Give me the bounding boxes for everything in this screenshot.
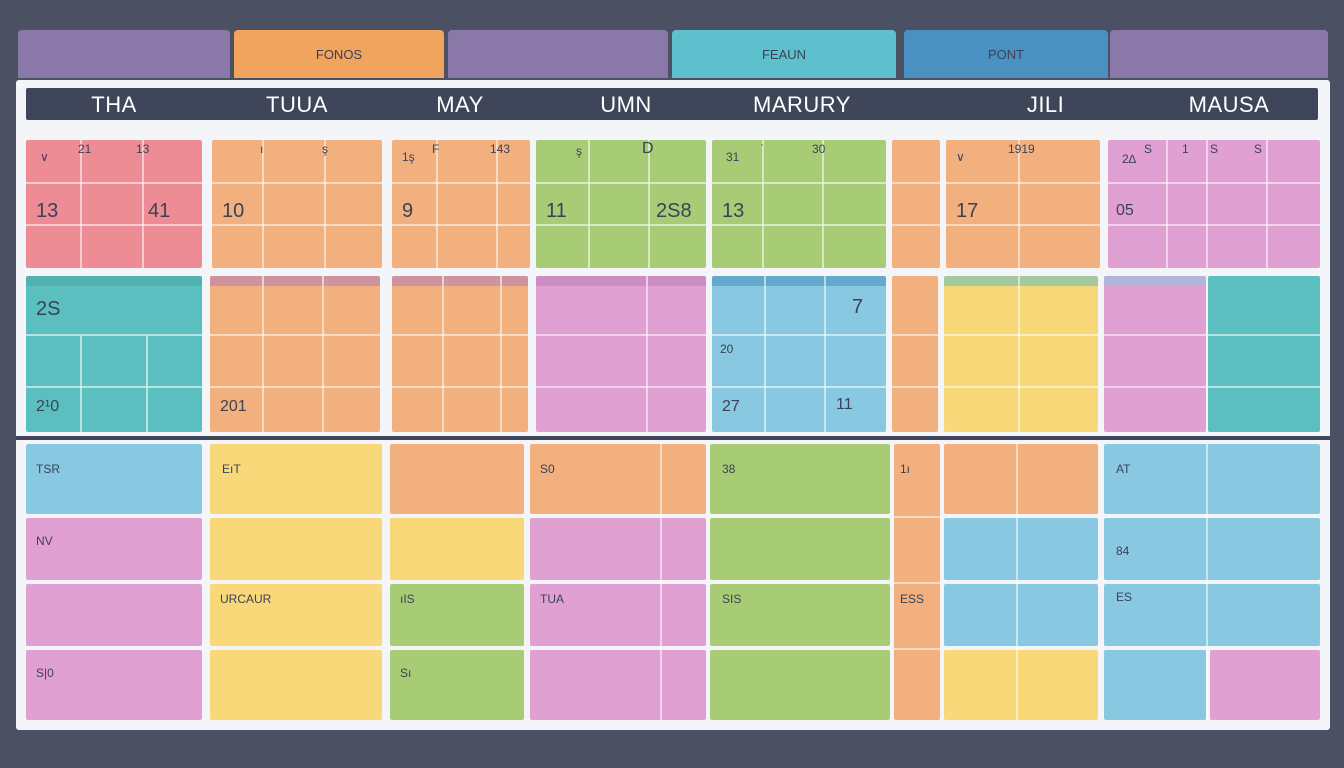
day-number: S: [1144, 142, 1153, 156]
calendar-block[interactable]: [892, 140, 940, 268]
day-number: 30: [812, 142, 826, 156]
day-number: ∨: [40, 150, 49, 164]
day-number: 13: [136, 142, 150, 156]
day-number: 7: [852, 296, 864, 318]
month-header: MAY: [436, 92, 484, 117]
month-header: TUUA: [266, 92, 328, 117]
day-number: S: [1254, 142, 1263, 156]
tab-feaun-label: FEAUN: [761, 46, 807, 62]
day-number: S: [1210, 142, 1219, 156]
calendar-block[interactable]: ş D 11 2S8: [536, 140, 706, 268]
tab-pont-label: PONT: [987, 46, 1025, 62]
calendar-block[interactable]: [892, 276, 938, 432]
day-number: 2S8: [656, 200, 692, 222]
event-label: ıIS: [400, 592, 415, 606]
event-label: URCAUR: [220, 592, 272, 606]
month-header-bar: THA TUUA MAY UMN MARURY JILI MAUSA: [26, 88, 1318, 120]
calendar-column[interactable]: S0 TUA: [530, 444, 706, 720]
day-number: 20: [720, 342, 734, 356]
day-number: 2S: [36, 298, 61, 320]
calendar-block[interactable]: 2∆ S 1 S S 05: [1108, 140, 1320, 268]
day-number: ˈ: [760, 142, 764, 156]
month-header: UMN: [600, 92, 652, 117]
calendar-column[interactable]: [944, 444, 1098, 720]
calendar-column[interactable]: 1ı ESS: [894, 444, 940, 720]
event-label: S|0: [36, 666, 54, 680]
day-number: 1919: [1008, 142, 1035, 156]
month-header: THA: [91, 92, 137, 117]
calendar-block[interactable]: ∨ 21 13 13 41: [26, 140, 202, 268]
day-number: ş: [322, 142, 328, 156]
event-label: ESS: [900, 592, 925, 606]
calendar-block[interactable]: 1ş F 143 9: [392, 140, 530, 268]
calendar-block[interactable]: 201: [210, 276, 380, 432]
day-number: 10: [222, 200, 245, 222]
calendar-block[interactable]: 31 ˈ 30 13: [712, 140, 886, 268]
day-number: ş: [576, 144, 582, 158]
tab-feaun[interactable]: FEAUN: [672, 30, 896, 78]
day-number: 2∆: [1122, 152, 1137, 166]
day-number: 2¹0: [36, 398, 60, 415]
day-number: 9: [402, 200, 414, 222]
day-number: 11: [546, 200, 567, 222]
calendar-column[interactable]: ıIS Sı: [390, 444, 524, 720]
event-label: 84: [1116, 544, 1130, 558]
tab-1[interactable]: [18, 30, 230, 78]
day-number: 1ş: [402, 150, 415, 164]
calendar-block[interactable]: 2S 2¹0: [26, 276, 202, 432]
calendar-block[interactable]: [536, 276, 706, 432]
calendar-block[interactable]: ı ş 10: [212, 140, 382, 268]
day-number: 13: [722, 200, 745, 222]
event-label: ES: [1116, 590, 1133, 604]
day-number: 21: [78, 142, 92, 156]
day-number: 11: [836, 396, 853, 413]
day-number: 27: [722, 398, 740, 415]
event-label: S0: [540, 462, 555, 476]
event-label: 1ı: [900, 462, 911, 476]
calendar-block[interactable]: [392, 276, 528, 432]
day-number: 05: [1116, 202, 1134, 219]
calendar-board: THA TUUA MAY UMN MARURY JILI MAUSA ∨ 21 …: [16, 80, 1330, 730]
event-label: SIS: [722, 592, 742, 606]
tab-pont[interactable]: PONT: [904, 30, 1108, 78]
day-number: 31: [726, 150, 740, 164]
event-label: TSR: [36, 462, 60, 476]
calendar-column[interactable]: EıT URCAUR: [210, 444, 382, 720]
event-label: TUA: [540, 592, 564, 606]
day-number: D: [642, 140, 654, 157]
calendar-block[interactable]: [1104, 276, 1206, 432]
event-label: AT: [1116, 462, 1131, 476]
event-label: Sı: [400, 666, 412, 680]
day-number: 1: [1182, 142, 1189, 156]
event-label: 38: [722, 462, 736, 476]
day-number: ı: [260, 142, 264, 156]
calendar-column[interactable]: AT 84 ES: [1104, 444, 1320, 720]
calendar-block[interactable]: 7 20 27 11: [712, 276, 886, 432]
calendar-block[interactable]: [944, 276, 1098, 432]
day-number: 41: [148, 200, 171, 222]
event-label: NV: [36, 534, 53, 548]
month-header: MARURY: [753, 92, 851, 117]
tab-3[interactable]: [448, 30, 668, 78]
event-label: EıT: [222, 462, 241, 476]
tab-6[interactable]: [1110, 30, 1328, 78]
day-number: ∨: [956, 150, 965, 164]
tab-fonos-label: FONOS: [315, 46, 363, 62]
day-number: 201: [220, 398, 247, 415]
calendar-block[interactable]: ∨ 1919 17: [946, 140, 1100, 268]
day-number: 17: [956, 200, 979, 222]
calendar-column[interactable]: 38 SIS: [710, 444, 890, 720]
row-divider: [16, 436, 1330, 440]
calendar-block[interactable]: [1208, 276, 1320, 432]
day-number: F: [432, 142, 440, 156]
calendar-column[interactable]: TSR NV S|0: [26, 444, 202, 720]
month-header: MAUSA: [1188, 92, 1270, 117]
month-header: JILI: [1026, 92, 1070, 117]
day-number: 143: [490, 142, 511, 156]
day-number: 13: [36, 200, 59, 222]
tab-fonos[interactable]: FONOS: [234, 30, 444, 78]
